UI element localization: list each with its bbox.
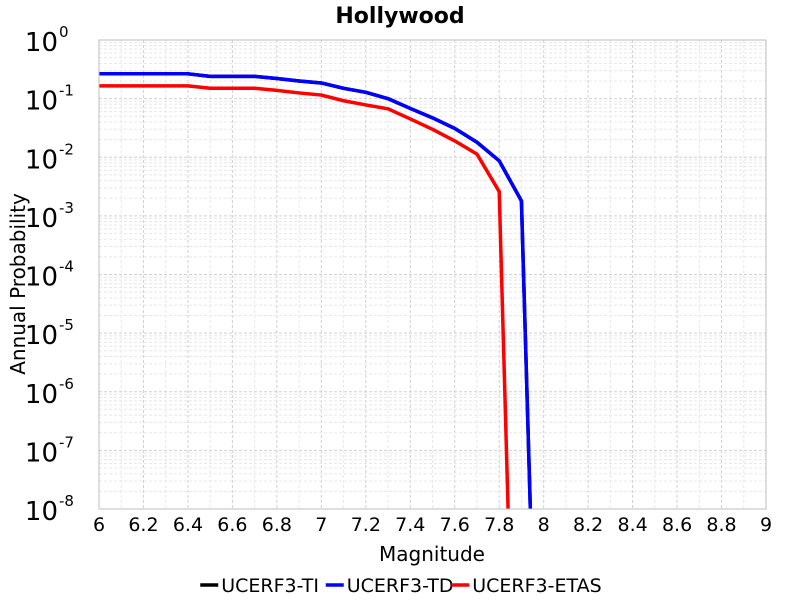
- x-tick-label: 7.2: [351, 514, 381, 536]
- y-tick-label: 10 -4: [25, 258, 74, 293]
- x-axis-label: Magnitude: [379, 542, 485, 566]
- y-tick-exponent: -4: [59, 258, 74, 276]
- legend-label: UCERF3-TD: [347, 575, 454, 597]
- x-tick-label: 7.8: [484, 514, 514, 536]
- x-tick-label: 6.8: [262, 514, 292, 536]
- legend-label: UCERF3-ETAS: [472, 575, 601, 597]
- y-tick-label: 10 -5: [25, 316, 74, 351]
- y-tick-label: 10 0: [25, 23, 69, 58]
- x-tick-label: 7: [315, 514, 327, 536]
- y-tick-base: 10: [25, 263, 58, 293]
- x-tick-labels: 6 6.2 6.4 6.6 6.8 7 7.2 7.4 7.6 7.8 8 8.2 8.4 8.6 8.8 9: [93, 514, 772, 536]
- x-tick-label: 8.6: [662, 514, 692, 536]
- y-tick-base: 10: [25, 145, 58, 175]
- y-tick-base: 10: [25, 438, 58, 468]
- x-tick-label: 7.6: [440, 514, 470, 536]
- x-tick-label: 8.4: [617, 514, 647, 536]
- x-tick-label: 8: [538, 514, 550, 536]
- x-tick-label: 6.4: [173, 514, 203, 536]
- grid: [98, 40, 767, 510]
- y-tick-base: 10: [25, 28, 58, 58]
- y-tick-exponent: -6: [59, 375, 74, 393]
- series-line-ucerf3-td: [99, 72, 533, 510]
- y-tick-base: 10: [25, 321, 58, 351]
- y-tick-exponent: -1: [59, 82, 74, 100]
- x-tick-label: 9: [760, 514, 772, 536]
- y-tick-exponent: -5: [59, 316, 74, 334]
- series-lines: [99, 72, 533, 510]
- plot-frame: [98, 39, 767, 510]
- y-tick-exponent: -3: [59, 199, 74, 217]
- legend-label: UCERF3-TI: [221, 575, 319, 597]
- y-tick-label: 10 -7: [25, 433, 74, 468]
- legend-item-ucerf3-etas: UCERF3-ETAS: [451, 575, 602, 597]
- y-tick-base: 10: [25, 497, 58, 527]
- series-line-ucerf3-etas: [99, 84, 510, 510]
- x-tick-label: 7.4: [395, 514, 425, 536]
- y-axis-label: Annual Probability: [6, 193, 30, 375]
- y-tick-label: 10 -8: [25, 492, 74, 527]
- y-tick-label: 10 -2: [25, 140, 74, 175]
- x-tick-label: 8.2: [573, 514, 603, 536]
- x-tick-label: 6: [93, 514, 105, 536]
- y-tick-label: 10 -3: [25, 199, 74, 234]
- legend: UCERF3-TI UCERF3-TD UCERF3-ETAS: [200, 575, 602, 597]
- y-tick-exponent: -7: [59, 433, 74, 451]
- legend-item-ucerf3-td: UCERF3-TD: [325, 575, 454, 597]
- x-tick-label: 6.2: [128, 514, 158, 536]
- y-tick-exponent: 0: [59, 23, 69, 41]
- x-tick-label: 8.8: [706, 514, 736, 536]
- legend-item-ucerf3-ti: UCERF3-TI: [200, 575, 319, 597]
- y-tick-base: 10: [25, 204, 58, 234]
- y-tick-base: 10: [25, 87, 58, 117]
- x-tick-label: 6.6: [217, 514, 247, 536]
- y-tick-label: 10 -6: [25, 375, 74, 410]
- y-tick-exponent: -8: [59, 492, 74, 510]
- y-tick-label: 10 -1: [25, 82, 74, 117]
- y-tick-exponent: -2: [59, 140, 74, 158]
- y-tick-base: 10: [25, 380, 58, 410]
- chart-title: Hollywood: [335, 4, 464, 29]
